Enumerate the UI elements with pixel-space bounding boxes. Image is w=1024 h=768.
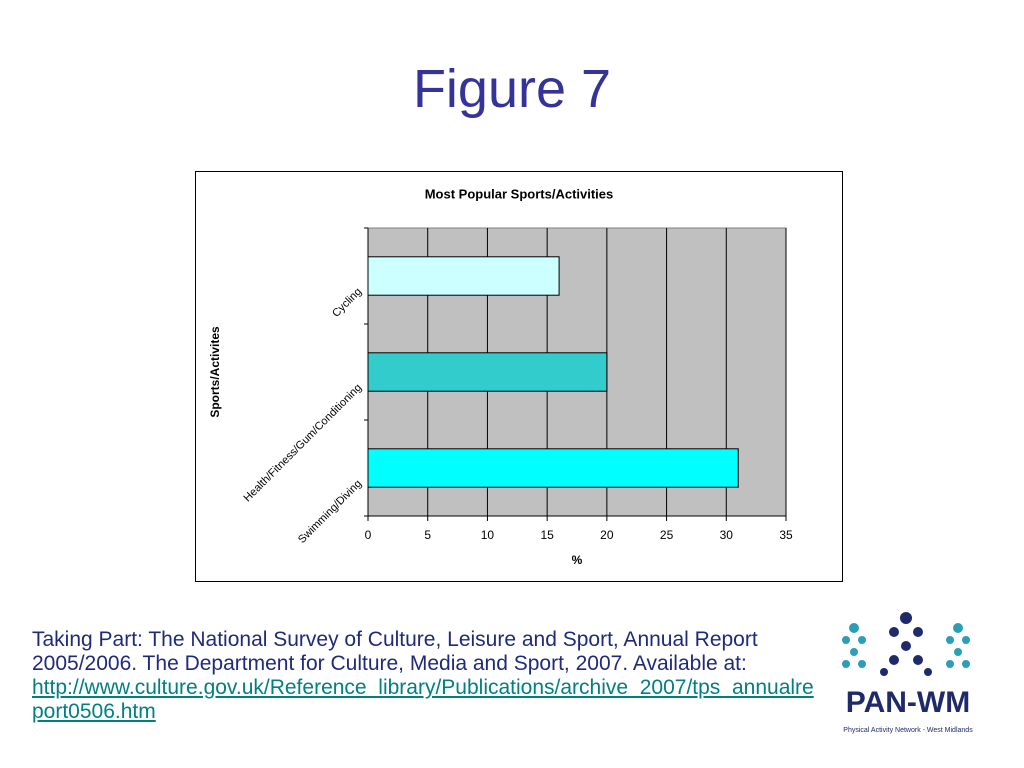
logo-figure [880,612,932,676]
x-tick-label: 25 [660,528,674,542]
caption-text: Taking Part: The National Survey of Cult… [32,628,758,675]
x-tick-label: 15 [540,528,554,542]
bar [367,256,560,296]
y-axis-label: Sports/Activites [208,326,222,418]
chart: Most Popular Sports/Activities % Sports/… [195,171,843,582]
slide-title: Figure 7 [412,59,612,119]
logo-name: PAN-WM [846,686,970,719]
caption-link[interactable]: http://www.culture.gov.uk/Reference_libr… [32,676,814,723]
x-tick-label: 35 [779,528,793,542]
x-tick-label: 5 [424,528,431,542]
bar [367,352,608,392]
x-tick-label: 20 [600,528,614,542]
logo: PAN-WM Physical Activity Network - West … [842,612,973,734]
x-tick-label: 0 [365,528,372,542]
x-tick-label: 30 [720,528,734,542]
logo-subtitle: Physical Activity Network - West Midland… [843,727,973,734]
x-axis-label: % [572,553,583,567]
x-tick-label: 10 [481,528,495,542]
logo-figure [842,623,970,668]
bar [367,448,739,488]
chart-title: Most Popular Sports/Activities [425,186,614,201]
caption: Taking Part: The National Survey of Cult… [32,628,822,724]
